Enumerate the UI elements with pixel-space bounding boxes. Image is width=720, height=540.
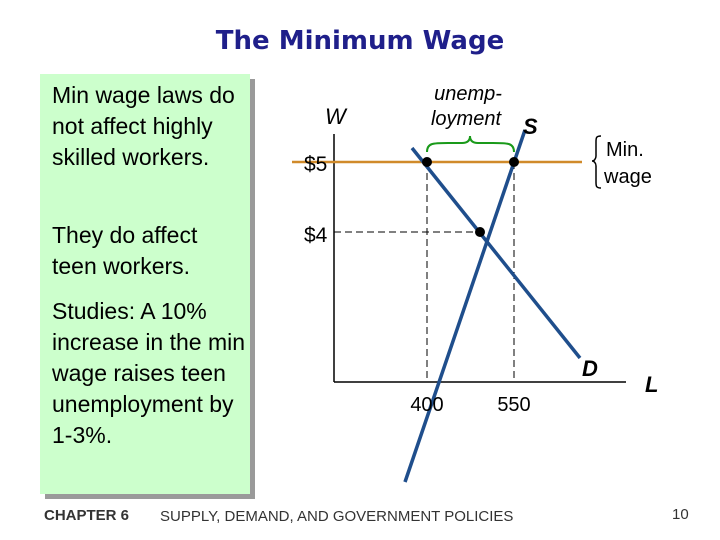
min-wage-label-line1: Min. <box>606 139 644 161</box>
min-wage-brace <box>591 135 602 189</box>
paragraph-skilled-workers: Min wage laws do not affect highly skill… <box>52 82 235 170</box>
footer-chapter-title: SUPPLY, DEMAND, AND GOVERNMENT POLICIES <box>160 508 514 525</box>
equilibrium-point <box>475 227 485 237</box>
quantity-label-550: 550 <box>497 394 530 416</box>
supply-curve <box>403 129 527 483</box>
demand-curve <box>410 146 582 360</box>
unemployment-label-line2: loyment <box>431 108 502 130</box>
min-wage-label-line2: wage <box>603 166 652 188</box>
supply-label: S <box>523 114 538 139</box>
demand-at-min-wage-point <box>422 157 432 167</box>
page-number: 10 <box>672 506 689 523</box>
paragraph-studies: Studies: A 10% increase in the min wage … <box>52 298 246 448</box>
paragraph-teen-workers: They do affect teen workers. <box>52 222 198 279</box>
price-label-4: $4 <box>304 224 328 247</box>
quantity-label-400: 400 <box>410 394 443 416</box>
slide-title: The Minimum Wage <box>215 26 505 56</box>
text-panel: Min wage laws do not affect highly skill… <box>40 74 250 494</box>
price-label-5: $5 <box>304 153 327 176</box>
demand-label: D <box>582 356 598 381</box>
unemployment-label-line1: unemp- <box>434 83 502 105</box>
footer-chapter: CHAPTER 6 <box>44 507 130 524</box>
unemployment-brace <box>426 135 515 153</box>
supply-at-min-wage-point <box>509 157 519 167</box>
x-axis-label: L <box>645 372 658 397</box>
y-axis-label: W <box>325 104 348 129</box>
